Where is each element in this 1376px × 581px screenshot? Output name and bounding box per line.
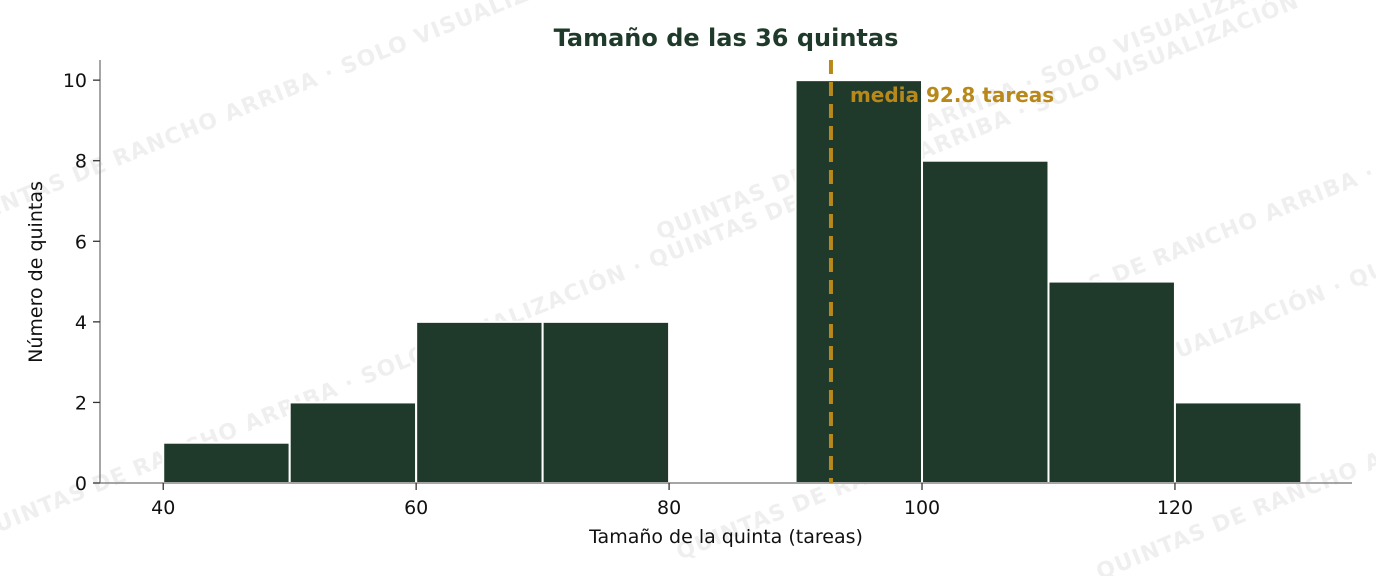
- bar-40-50: [162, 441, 291, 485]
- bar-60-70: [415, 320, 544, 484]
- bar-90-100: [794, 79, 924, 485]
- bar-100-110: [921, 159, 1050, 484]
- mean-label: media 92.8 tareas: [850, 83, 1054, 107]
- axes: 40 60 80 100 120 0 2 4 6 8 10: [63, 60, 1352, 519]
- x-tick-label: 120: [1157, 497, 1193, 519]
- y-tick-label: 2: [75, 392, 87, 414]
- bar-120-130: [1173, 401, 1303, 484]
- x-tick-label: 80: [657, 497, 681, 519]
- y-tick-label: 10: [63, 70, 87, 92]
- bar-70-80: [541, 320, 671, 484]
- annotations: media 92.8 tareas: [828, 60, 1054, 483]
- y-tick-label: 8: [75, 151, 87, 173]
- x-tick-label: 40: [151, 497, 175, 519]
- bar-110-120: [1047, 280, 1176, 485]
- y-tick-label: 6: [75, 231, 87, 253]
- y-axis-title: Número de quintas: [25, 181, 47, 363]
- x-tick-label: 100: [904, 497, 940, 519]
- y-tick-label: 0: [75, 473, 87, 495]
- y-tick-label: 4: [75, 312, 87, 334]
- x-tick-label: 60: [404, 497, 428, 519]
- x-axis-title: Tamaño de la quinta (tareas): [588, 526, 863, 548]
- bar-50-60: [288, 401, 418, 484]
- bars: [162, 79, 1303, 485]
- chart-title: Tamaño de las 36 quintas: [554, 24, 899, 52]
